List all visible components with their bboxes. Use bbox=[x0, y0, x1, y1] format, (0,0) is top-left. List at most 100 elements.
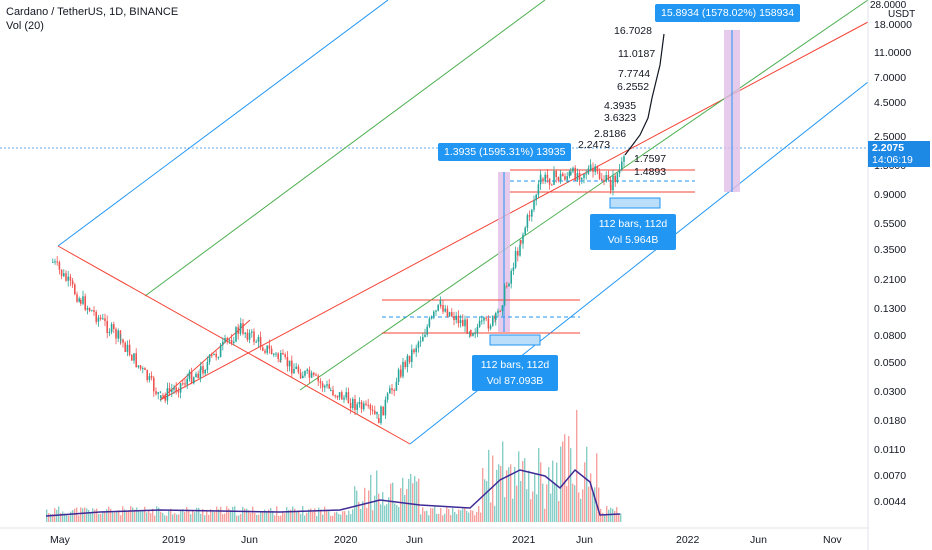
candle-body bbox=[485, 317, 487, 319]
volume-bar bbox=[50, 513, 52, 522]
mid-measure-label[interactable]: 1.3935 (1595.31%) 13935 bbox=[438, 143, 572, 161]
candle-body bbox=[349, 403, 352, 409]
volume-bar bbox=[306, 512, 308, 522]
candle-body bbox=[133, 353, 135, 361]
range-box-upper[interactable]: 112 bars, 112d Vol 5.964B bbox=[590, 214, 676, 250]
time-axis-tick: Jun bbox=[241, 534, 258, 546]
volume-bar bbox=[76, 507, 78, 522]
price-axis-tick: 4.5000 bbox=[874, 97, 906, 109]
candle-body bbox=[208, 354, 211, 362]
range-box-lower-vol: Vol 87.093B bbox=[486, 375, 544, 387]
volume-bar bbox=[504, 497, 506, 522]
volume-bar bbox=[480, 512, 482, 522]
volume-bar bbox=[460, 510, 462, 522]
candle-body bbox=[497, 310, 499, 314]
volume-bar bbox=[278, 515, 280, 522]
volume-bar bbox=[94, 509, 96, 522]
candle-body bbox=[273, 353, 275, 355]
candle-body bbox=[433, 311, 435, 317]
fib-label: 11.0187 bbox=[618, 48, 655, 60]
range-box-lower[interactable]: 112 bars, 112d Vol 87.093B bbox=[472, 355, 558, 391]
candle-body bbox=[382, 406, 384, 416]
candle-body bbox=[251, 331, 253, 333]
volume-bar bbox=[488, 449, 490, 522]
candle-body bbox=[537, 184, 540, 195]
measure-tools[interactable] bbox=[382, 30, 740, 346]
volume-bar bbox=[454, 511, 456, 522]
volume-bar bbox=[274, 515, 276, 522]
volume-bar bbox=[170, 508, 172, 522]
currency-label[interactable]: USDT bbox=[888, 9, 916, 20]
candle-body bbox=[246, 332, 249, 340]
volume-bar bbox=[216, 506, 218, 522]
candle-body bbox=[219, 345, 222, 358]
volume-bar bbox=[382, 492, 384, 522]
candle-body bbox=[104, 318, 106, 321]
volume-bar bbox=[156, 506, 158, 522]
volume-bar bbox=[394, 503, 396, 522]
volume-bar bbox=[64, 513, 66, 522]
candle-body bbox=[544, 174, 546, 182]
volume-bar bbox=[234, 506, 236, 522]
volume-bar bbox=[282, 511, 284, 522]
time-axis-tick: Jun bbox=[750, 534, 767, 546]
candle-body bbox=[483, 317, 485, 321]
volume-bar bbox=[370, 474, 372, 522]
volume-bar bbox=[240, 514, 242, 522]
volume-bar bbox=[236, 515, 238, 522]
candle-body bbox=[78, 298, 80, 302]
candle-body bbox=[347, 392, 350, 404]
candle-body bbox=[533, 200, 535, 210]
candle-body bbox=[304, 370, 306, 376]
volume-bar bbox=[552, 460, 554, 522]
volume-bar bbox=[270, 507, 272, 522]
volume-bar bbox=[286, 507, 288, 522]
volume-bar bbox=[436, 513, 438, 522]
volume-bar bbox=[110, 508, 112, 522]
volume-bar bbox=[582, 489, 584, 522]
volume-indicator-label[interactable]: Vol (20) bbox=[6, 20, 44, 32]
candle-body bbox=[614, 175, 616, 183]
volume-bar bbox=[414, 476, 416, 522]
volume-bar bbox=[52, 514, 54, 522]
volume-bar bbox=[468, 512, 470, 522]
volume-bar bbox=[452, 507, 454, 522]
volume-bar bbox=[396, 505, 398, 522]
time-axis-tick: Jun bbox=[406, 534, 423, 546]
price-axis-tick: 18.0000 bbox=[874, 19, 912, 31]
top-measure-label[interactable]: 15.8934 (1578.02%) 158934 bbox=[655, 4, 801, 22]
volume-bar bbox=[438, 513, 440, 522]
candle-body bbox=[360, 402, 363, 410]
volume-bar bbox=[540, 462, 542, 522]
volume-bar bbox=[564, 434, 566, 522]
candle-body bbox=[395, 381, 398, 391]
candle-body bbox=[204, 370, 206, 374]
candle-body bbox=[268, 345, 271, 349]
candle-body bbox=[102, 318, 104, 320]
volume-bar bbox=[532, 491, 534, 522]
volume-bar bbox=[528, 470, 530, 522]
volume-bar bbox=[384, 505, 386, 522]
symbol-title[interactable]: Cardano / TetherUS, 1D, BINANCE bbox=[6, 6, 179, 18]
price-axis-tick: 0.0180 bbox=[874, 415, 906, 427]
volume-bar bbox=[200, 513, 202, 522]
volume-bar bbox=[152, 508, 154, 522]
candle-body bbox=[618, 169, 621, 174]
volume-bar bbox=[588, 486, 590, 522]
candle-body bbox=[295, 366, 297, 369]
volume-bar bbox=[380, 504, 382, 522]
candle-body bbox=[459, 320, 462, 324]
volume-bar bbox=[238, 515, 240, 522]
volume-bar bbox=[92, 508, 94, 522]
volume-bar bbox=[188, 509, 190, 522]
time-axis-tick: 2022 bbox=[676, 534, 700, 546]
candle-body bbox=[131, 355, 133, 361]
volume-bar bbox=[360, 509, 362, 522]
candle-body bbox=[352, 399, 354, 409]
candle-body bbox=[559, 173, 562, 181]
candle-body bbox=[566, 176, 568, 180]
volume-bar bbox=[378, 493, 380, 522]
volume-bar bbox=[442, 515, 444, 522]
candle-body bbox=[277, 353, 279, 359]
